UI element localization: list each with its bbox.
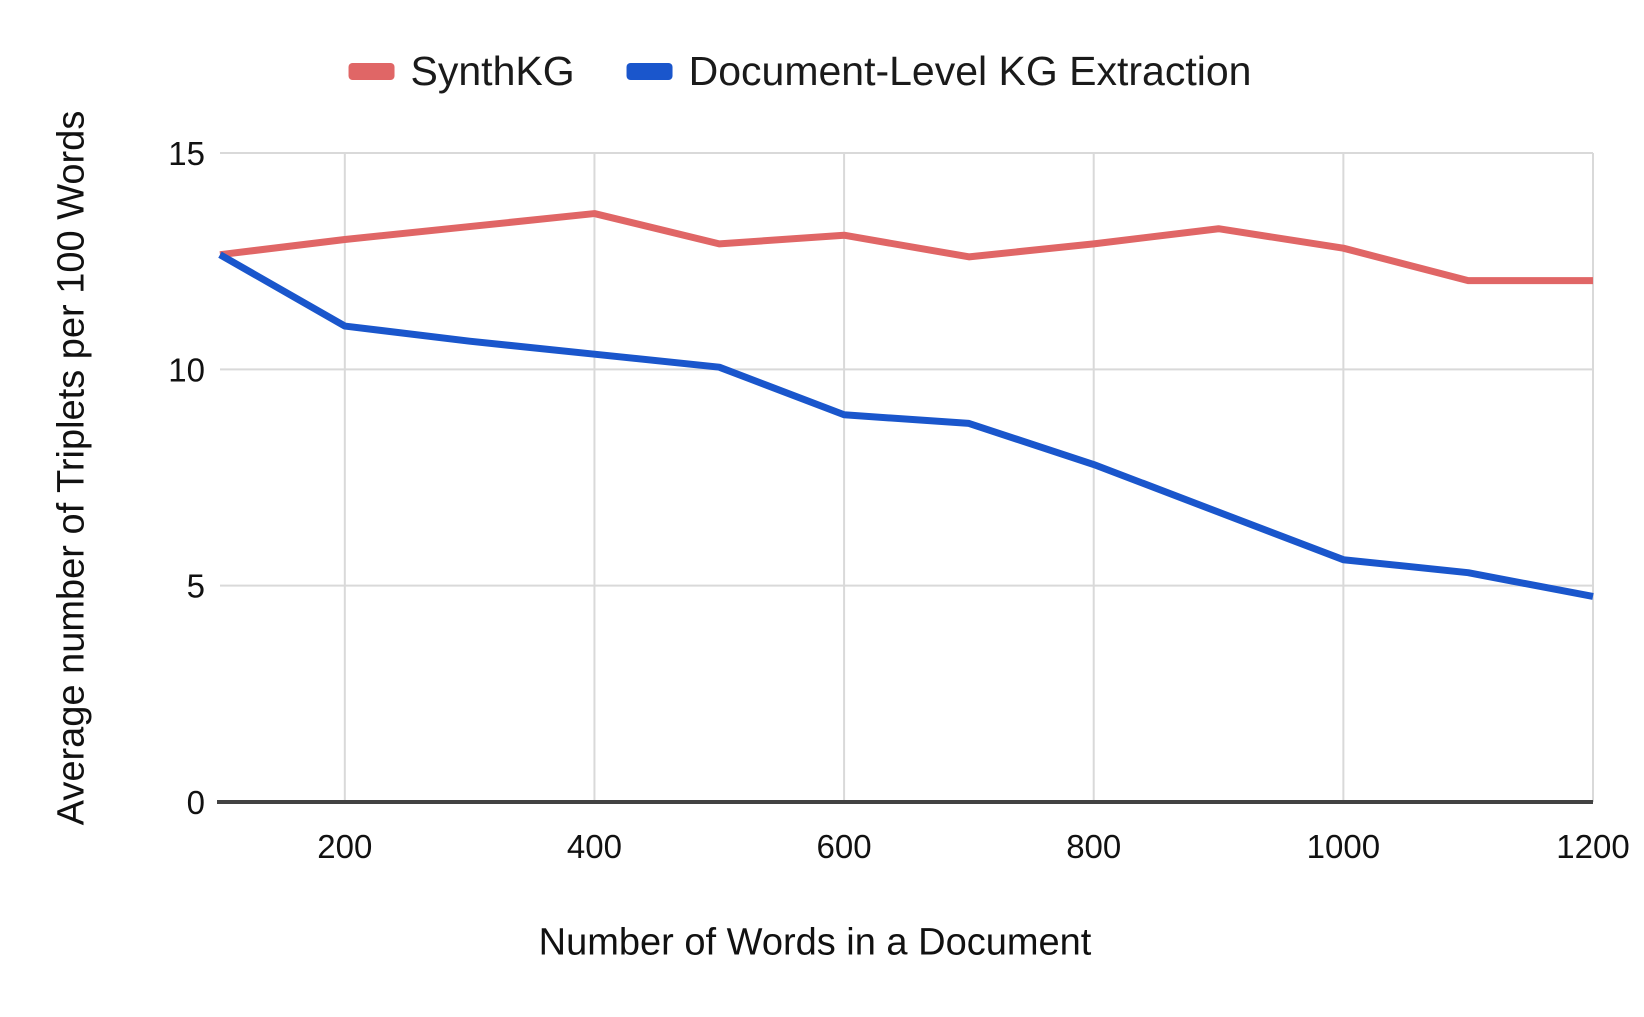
y-tick-label: 5 <box>187 568 205 605</box>
x-tick-label: 400 <box>567 828 622 865</box>
x-axis-title: Number of Words in a Document <box>538 921 1092 964</box>
x-tick-label: 1000 <box>1307 828 1380 865</box>
series-line-synthkg <box>219 210 1593 285</box>
legend-item-doc-kg: Document-Level KG Extraction <box>626 48 1252 95</box>
y-tick-label: 10 <box>168 351 205 388</box>
legend-swatch-synthkg-icon <box>348 63 395 80</box>
series-line-doc-kg <box>218 251 1594 600</box>
y-tick-label: 0 <box>187 784 205 821</box>
legend-label-doc-kg: Document-Level KG Extraction <box>688 48 1252 94</box>
legend-item-synthkg: SynthKG <box>348 48 575 95</box>
chart-legend: SynthKG Document-Level KG Extraction <box>348 48 1252 95</box>
y-tick-label: 15 <box>168 135 205 172</box>
legend-label-synthkg: SynthKG <box>410 48 575 94</box>
x-tick-label: 600 <box>817 828 872 865</box>
x-tick-label: 800 <box>1066 828 1121 865</box>
x-tick-label: 200 <box>317 828 372 865</box>
x-tick-label: 1200 <box>1556 828 1629 865</box>
legend-swatch-doc-kg-icon <box>626 63 673 80</box>
